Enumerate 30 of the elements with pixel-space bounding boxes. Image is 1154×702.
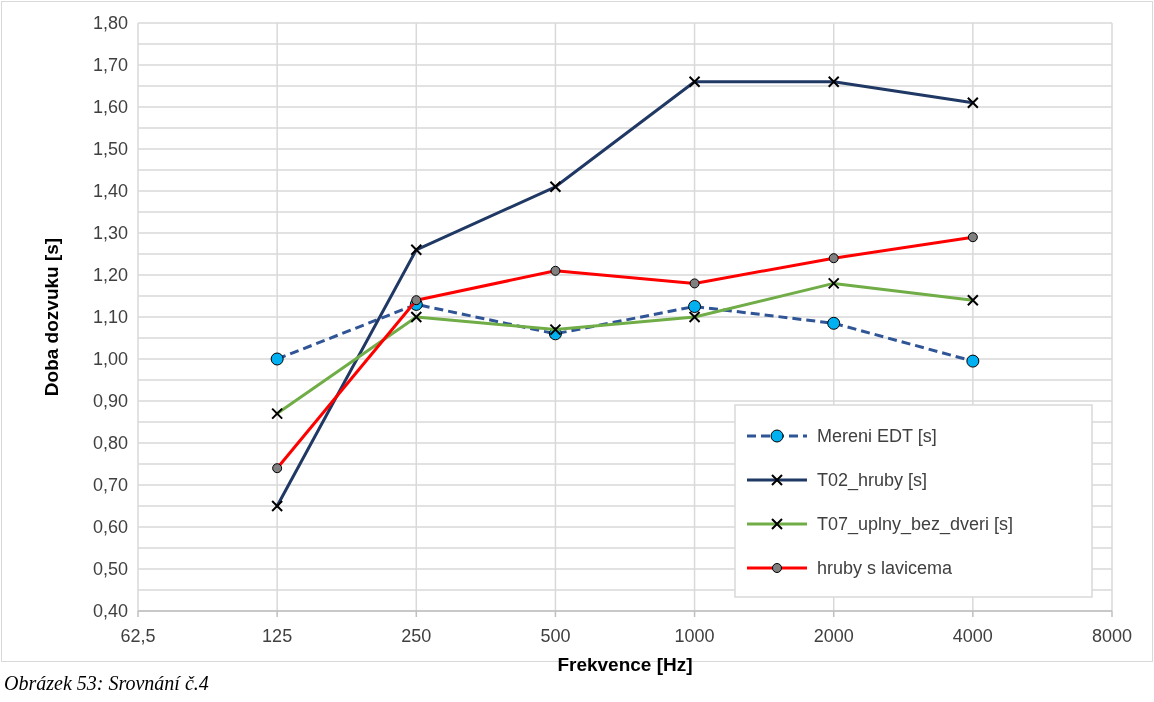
y-tick-label: 0,70	[92, 475, 128, 496]
x-tick-label: 125	[262, 626, 293, 646]
x-tick-label: 250	[401, 626, 432, 646]
y-tick-label: 0,80	[92, 433, 128, 454]
legend-label: T02_hruby [s]	[817, 470, 928, 492]
y-tick-label: 1,50	[92, 139, 128, 160]
y-tick-label: 0,90	[92, 391, 128, 412]
y-tick-label: 1,70	[92, 55, 128, 76]
x-tick-label: 1000	[674, 626, 715, 646]
y-tick-label: 1,20	[92, 265, 128, 286]
y-tick-label: 1,80	[92, 13, 128, 34]
legend-label: T07_uplny_bez_dveri [s]	[817, 514, 1014, 536]
y-tick-label: 1,00	[92, 349, 128, 370]
y-tick-label: 0,40	[92, 601, 128, 622]
legend-label: Mereni EDT [s]	[817, 426, 937, 447]
y-axis-title: Doba dozvuku [s]	[41, 237, 62, 397]
x-tick-label: 2000	[813, 626, 854, 646]
text: Obrázek 53: Srovnání č.4	[4, 672, 209, 694]
y-tick-label: 0,50	[92, 559, 128, 580]
y-tick-label: 1,40	[92, 181, 128, 202]
legend-label: hruby s lavicema	[817, 558, 954, 579]
x-tick-label: 4000	[952, 626, 993, 646]
y-tick-label: 1,30	[92, 223, 128, 244]
x-tick-label: 8000	[1091, 626, 1133, 646]
x-tick-label: 62,5	[120, 626, 156, 646]
x-axis-title: Frekvence [Hz]	[557, 654, 693, 675]
y-tick-label: 1,10	[92, 307, 128, 328]
y-tick-label: 1,60	[92, 97, 128, 118]
y-tick-label: 0,60	[92, 517, 128, 538]
x-tick-label: 500	[540, 626, 571, 646]
